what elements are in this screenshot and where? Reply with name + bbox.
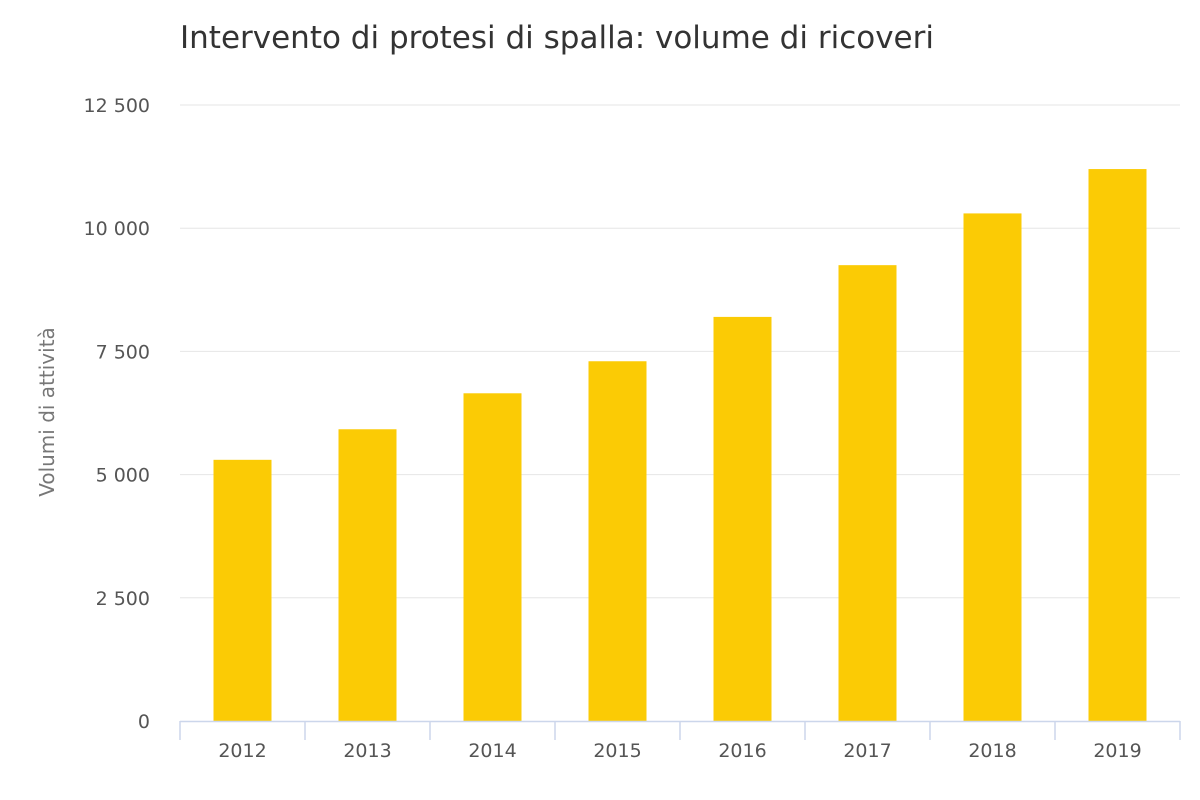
y-tick-label: 5 000 (96, 465, 150, 487)
bars (213, 169, 1147, 722)
x-tick-label: 2017 (843, 740, 891, 762)
x-axis-tick-labels: 2012 2013 2014 2015 2016 2017 2018 2019 (218, 740, 1141, 762)
y-tick-label: 10 000 (84, 218, 150, 240)
y-axis-title: Volumi di attività (35, 327, 59, 497)
bar-2012 (213, 459, 272, 721)
bar-2017 (838, 265, 897, 721)
y-tick-label: 2 500 (96, 588, 150, 610)
x-tick-label: 2016 (718, 740, 766, 762)
bar-2019 (1088, 169, 1147, 722)
y-tick-label: 0 (138, 711, 150, 733)
y-axis-tick-labels: 0 2 500 5 000 7 500 10 000 12 500 (84, 95, 150, 733)
y-tick-label: 12 500 (84, 95, 150, 117)
x-tick-label: 2014 (468, 740, 516, 762)
x-axis (179, 720, 1181, 740)
bar-2016 (713, 316, 772, 721)
bar-2018 (963, 213, 1022, 721)
gridlines (180, 104, 1180, 599)
x-tick-label: 2018 (968, 740, 1016, 762)
bar-2014 (463, 393, 522, 721)
bar-2015 (588, 361, 647, 721)
x-tick-label: 2013 (343, 740, 391, 762)
x-tick-label: 2019 (1093, 740, 1141, 762)
x-tick-label: 2015 (593, 740, 641, 762)
bar-2013 (338, 429, 397, 721)
y-tick-label: 7 500 (96, 341, 150, 363)
chart-title: Intervento di protesi di spalla: volume … (180, 20, 934, 56)
x-tick-label: 2012 (218, 740, 266, 762)
